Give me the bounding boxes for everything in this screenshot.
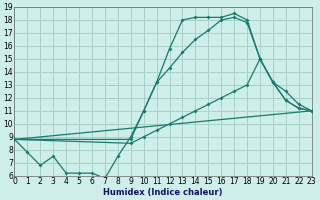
X-axis label: Humidex (Indice chaleur): Humidex (Indice chaleur) — [103, 188, 223, 197]
